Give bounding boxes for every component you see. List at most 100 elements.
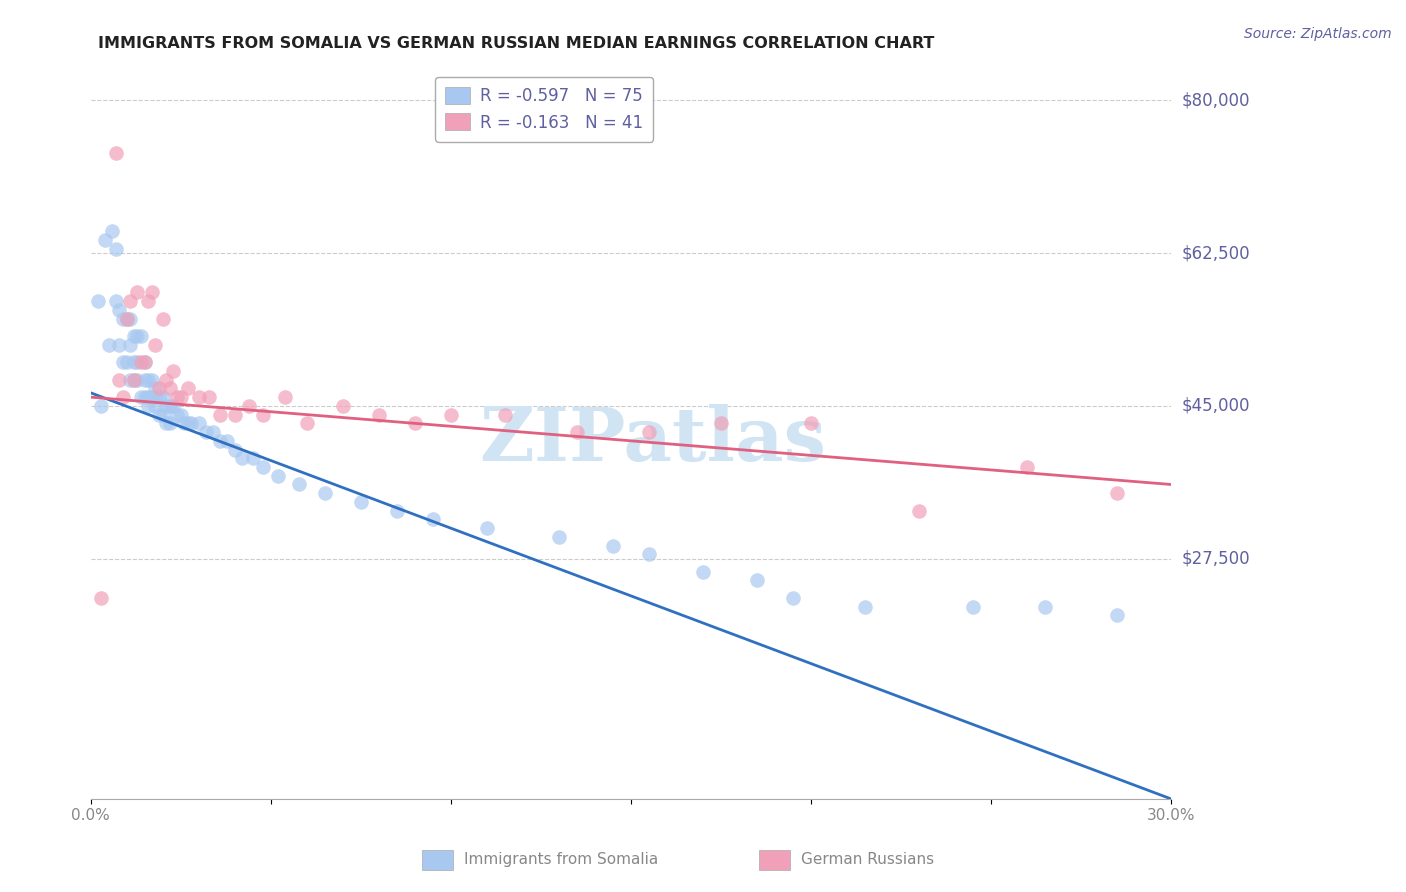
Point — [120, 311, 142, 326]
Point — [242, 451, 264, 466]
Point — [187, 417, 209, 431]
Point — [104, 242, 127, 256]
Text: IMMIGRANTS FROM SOMALIA VS GERMAN RUSSIAN MEDIAN EARNINGS CORRELATION CHART: IMMIGRANTS FROM SOMALIA VS GERMAN RUSSIA… — [98, 36, 935, 51]
Point — [332, 399, 354, 413]
Point — [155, 399, 177, 413]
Point — [94, 233, 117, 247]
Point — [90, 591, 112, 605]
Point — [349, 495, 371, 509]
Point — [173, 417, 195, 431]
Point — [141, 390, 163, 404]
Point — [209, 408, 232, 422]
Point — [152, 390, 174, 404]
Point — [87, 294, 110, 309]
Point — [475, 521, 498, 535]
Point — [155, 373, 177, 387]
Point — [97, 338, 120, 352]
Point — [148, 390, 170, 404]
Point — [177, 381, 200, 395]
Point — [224, 408, 246, 422]
Point — [108, 302, 131, 317]
Point — [224, 442, 246, 457]
Point — [782, 591, 804, 605]
Point — [1015, 460, 1038, 475]
Point — [238, 399, 260, 413]
Point — [853, 599, 876, 614]
Point — [120, 338, 142, 352]
Point — [745, 574, 768, 588]
Point — [134, 390, 156, 404]
Point — [187, 390, 209, 404]
Point — [231, 451, 253, 466]
Point — [602, 539, 624, 553]
Point — [152, 408, 174, 422]
Point — [141, 285, 163, 300]
Point — [162, 399, 184, 413]
Point — [90, 399, 112, 413]
Point — [136, 390, 159, 404]
Point — [288, 477, 311, 491]
Point — [127, 285, 149, 300]
Point — [155, 417, 177, 431]
Point — [120, 373, 142, 387]
Point — [136, 294, 159, 309]
Point — [108, 338, 131, 352]
Point — [148, 381, 170, 395]
Text: $62,500: $62,500 — [1182, 244, 1250, 262]
Point — [692, 565, 714, 579]
Point — [129, 329, 152, 343]
Point — [145, 390, 167, 404]
Point — [710, 417, 733, 431]
Point — [637, 547, 659, 561]
Point — [209, 434, 232, 448]
Point — [111, 390, 134, 404]
Text: ZIPatlas: ZIPatlas — [478, 404, 825, 477]
Point — [907, 503, 929, 517]
Point — [962, 599, 984, 614]
Point — [367, 408, 389, 422]
Point — [101, 224, 124, 238]
Point — [198, 390, 221, 404]
Point — [252, 408, 274, 422]
Point — [111, 355, 134, 369]
Point — [267, 468, 290, 483]
Point — [217, 434, 239, 448]
Point — [122, 373, 145, 387]
Text: German Russians: German Russians — [801, 853, 935, 867]
Point — [120, 294, 142, 309]
Point — [104, 145, 127, 160]
Point — [177, 417, 200, 431]
Point — [122, 373, 145, 387]
Point — [159, 381, 181, 395]
Point — [152, 311, 174, 326]
Point — [127, 355, 149, 369]
Point — [141, 373, 163, 387]
Text: Source: ZipAtlas.com: Source: ZipAtlas.com — [1244, 27, 1392, 41]
Point — [111, 311, 134, 326]
Point — [129, 390, 152, 404]
Point — [148, 408, 170, 422]
Point — [314, 486, 336, 500]
Point — [800, 417, 823, 431]
Point — [547, 530, 569, 544]
Point — [136, 373, 159, 387]
Point — [1105, 608, 1128, 623]
Text: $80,000: $80,000 — [1182, 91, 1250, 110]
Point — [159, 417, 181, 431]
Point — [202, 425, 225, 439]
Text: $45,000: $45,000 — [1182, 397, 1250, 415]
Point — [1105, 486, 1128, 500]
Point — [108, 373, 131, 387]
Point — [166, 408, 188, 422]
Point — [1033, 599, 1056, 614]
Point — [136, 399, 159, 413]
Point — [252, 460, 274, 475]
Point — [274, 390, 297, 404]
Point — [169, 390, 191, 404]
Point — [115, 311, 138, 326]
Point — [422, 512, 444, 526]
Point — [385, 503, 408, 517]
Point — [565, 425, 588, 439]
Legend: R = -0.597   N = 75, R = -0.163   N = 41: R = -0.597 N = 75, R = -0.163 N = 41 — [436, 77, 654, 142]
Point — [169, 408, 191, 422]
